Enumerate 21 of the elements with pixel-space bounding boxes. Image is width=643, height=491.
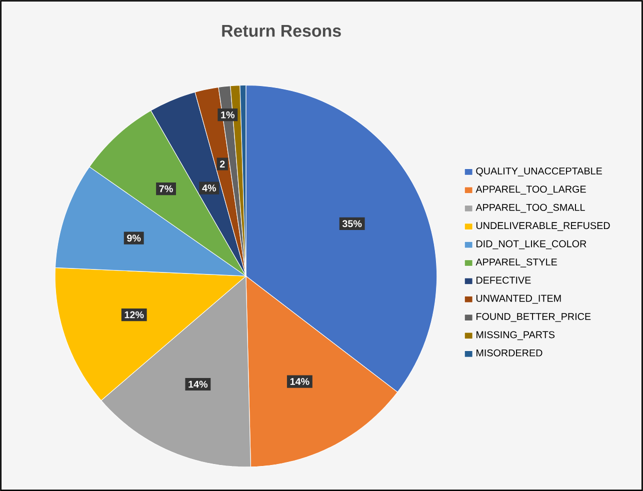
data-label: 9%: [127, 234, 141, 242]
legend-label: DEFECTIVE: [476, 276, 531, 284]
legend-label: APPAREL_TOO_LARGE: [476, 186, 586, 195]
legend-label: MISSING_PARTS: [476, 331, 555, 340]
data-label: 12%: [124, 311, 144, 318]
legend-label: FOUND_BETTER_PRICE: [476, 312, 591, 322]
chart-title: Return Resons: [222, 24, 341, 37]
data-label: 4%: [202, 184, 216, 192]
legend-label: DID_NOT_LIKE_COLOR: [476, 240, 586, 250]
legend-label: APPAREL_TOO_SMALL: [476, 204, 585, 213]
data-label: 35%: [342, 220, 362, 228]
data-label: 7%: [159, 185, 173, 192]
legend-label: UNDELIVERABLE_REFUSED: [476, 222, 610, 231]
legend-label: MISORDERED: [476, 349, 542, 356]
data-label: 14%: [188, 380, 208, 388]
legend-label: QUALITY_UNACCEPTABLE: [476, 167, 602, 176]
data-label: 2: [220, 160, 225, 168]
data-label: 1%: [221, 111, 235, 118]
data-label: 14%: [290, 378, 310, 385]
legend-label: UNWANTED_ITEM: [476, 294, 561, 304]
legend-label: APPAREL_STYLE: [476, 258, 557, 268]
